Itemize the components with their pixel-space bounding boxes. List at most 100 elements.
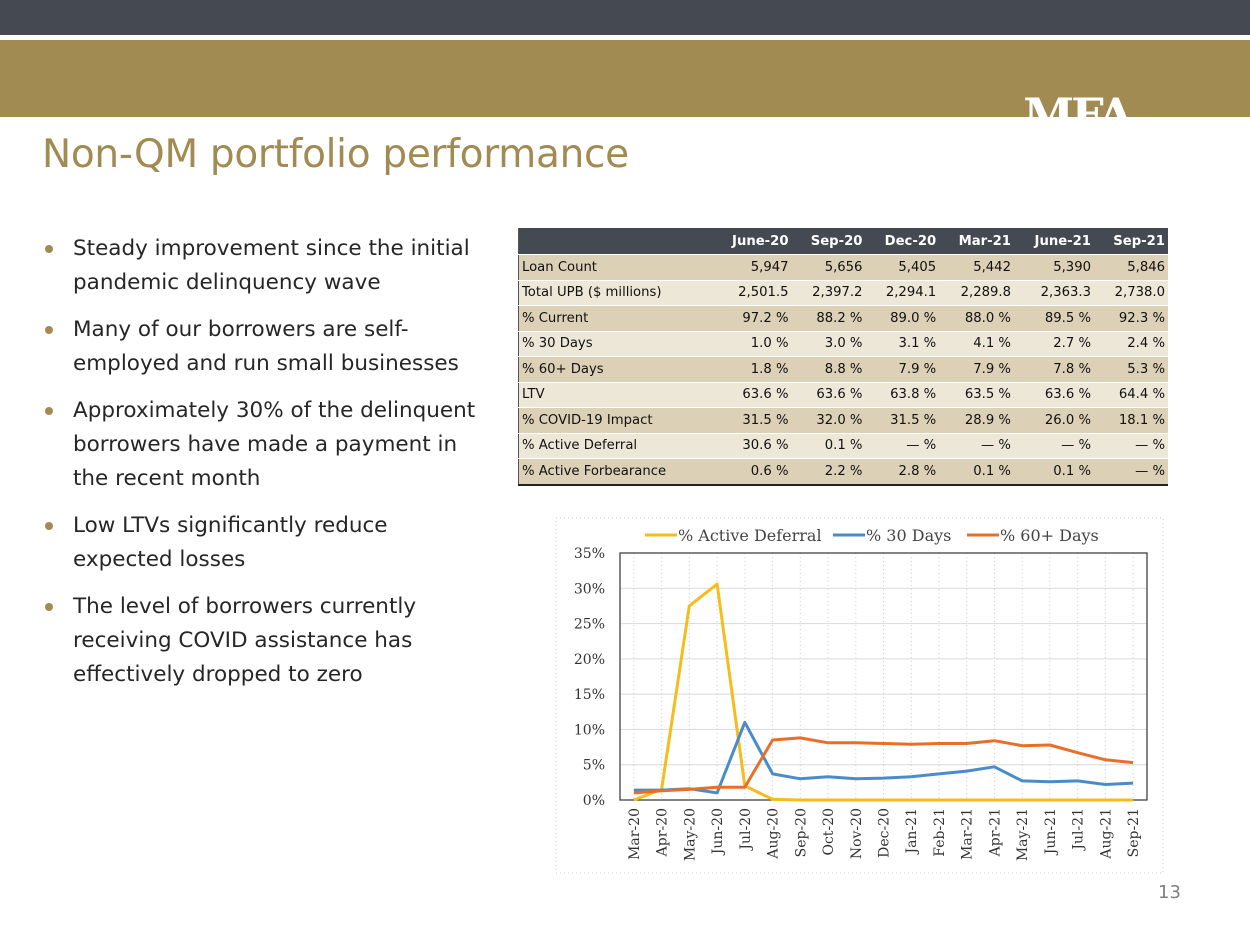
x-tick-label: Jul-20: [738, 808, 754, 852]
table-row: Total UPB ($ millions) 2,501.5 2,397.2 2,29…: [518, 279, 1168, 306]
bullet-item: Steady improvement since the initial pan…: [42, 232, 492, 300]
x-tick-label: Nov-20: [849, 808, 865, 859]
x-tick-label: Sep-20: [793, 808, 809, 857]
row-label: Total UPB ($ millions): [518, 279, 712, 306]
table-cell: 7.9 %: [865, 356, 940, 382]
row-label: % COVID-19 Impact: [518, 407, 712, 433]
row-label: Loan Count: [518, 254, 712, 280]
table-cell: 31.5 %: [865, 407, 940, 433]
series-line-0: [633, 582, 1134, 802]
bullet-item: The level of borrowers currently receivi…: [42, 590, 492, 692]
legend-label: % Active Deferral: [678, 526, 822, 545]
row-label: % Current: [518, 305, 712, 331]
x-tick-label: Aug-21: [1098, 808, 1114, 860]
table-cell: 92.3 %: [1093, 305, 1168, 331]
table-header-cell: Sep-20: [791, 228, 866, 255]
bullet-item: Low LTVs significantly reduce expected l…: [42, 509, 492, 577]
table-row: LTV 63.6 % 63.6 % 63.8 % 63.5 % 63.6 % 64.4 %: [518, 381, 1168, 408]
x-tick-label: Dec-20: [877, 808, 893, 858]
table-header-cell: [518, 228, 712, 255]
bullet-list: Steady improvement since the initial pan…: [42, 232, 492, 705]
performance-table: June-20 Sep-20 Dec-20 Mar-21 June-21 Sep…: [518, 228, 1168, 486]
table-row: % 30 Days 1.0 % 3.0 % 3.1 % 4.1 % 2.7 % 2.4 %: [518, 330, 1168, 357]
chart-frame: [555, 517, 1164, 874]
table-cell: 0.6 %: [711, 458, 792, 485]
x-tick-label: Apr-21: [987, 808, 1003, 857]
table-cell: 4.1 %: [939, 330, 1014, 357]
table-cell: 63.5 %: [939, 381, 1014, 408]
page-number: 13: [1158, 882, 1181, 903]
table-cell: 2,738.0: [1093, 279, 1168, 306]
table-cell: 1.8 %: [711, 356, 792, 382]
table-cell: 3.0 %: [791, 330, 866, 357]
table-cell: 5.3 %: [1093, 356, 1168, 382]
page-title: Non-QM portfolio performance: [42, 132, 629, 177]
table-row: % 60+ Days 1.8 % 8.8 % 7.9 % 7.9 % 7.8 % 5.3 %: [518, 356, 1168, 382]
table-cell: 1.0 %: [711, 330, 792, 357]
table-cell: — %: [865, 432, 940, 459]
table-cell: 8.8 %: [791, 356, 866, 382]
x-tick-label: Jul-21: [1071, 808, 1087, 852]
table-header-cell: June-20: [711, 228, 792, 255]
table-cell: — %: [939, 432, 1014, 459]
table-cell: 2,501.5: [711, 279, 792, 306]
table-cell: 97.2 %: [711, 305, 792, 331]
x-tick-label: May-20: [682, 808, 698, 861]
top-dark-bar: [0, 0, 1250, 35]
table-cell: 5,390: [1013, 254, 1094, 280]
series-line-2: [633, 736, 1134, 795]
bullet-icon: [45, 603, 53, 611]
table-cell: 7.9 %: [939, 356, 1014, 382]
table-cell: 89.5 %: [1013, 305, 1094, 331]
table-row: % Current 97.2 % 88.2 % 89.0 % 88.0 % 89.5 % 9…: [518, 305, 1168, 331]
table-cell: 32.0 %: [791, 407, 866, 433]
table-cell: 2.2 %: [791, 458, 866, 485]
table-cell: 5,442: [939, 254, 1014, 280]
row-label: % Active Forbearance: [518, 458, 712, 485]
table-cell: — %: [1093, 458, 1168, 485]
table-cell: 88.2 %: [791, 305, 866, 331]
table-cell: 2.4 %: [1093, 330, 1168, 357]
table-cell: 64.4 %: [1093, 381, 1168, 408]
table-cell: 5,656: [791, 254, 866, 280]
row-label: % Active Deferral: [518, 432, 712, 459]
x-tick-label: Sep-21: [1126, 808, 1142, 857]
bullet-icon: [45, 522, 53, 530]
table-cell: 5,947: [711, 254, 792, 280]
y-tick-label: 20%: [574, 652, 605, 668]
table-header-cell: Sep-21: [1093, 228, 1168, 255]
table-cell: 63.6 %: [711, 381, 792, 408]
legend-label: % 30 Days: [866, 526, 951, 545]
bullet-item: Many of our borrowers are self-employed …: [42, 313, 492, 381]
table-cell: 2,289.8: [939, 279, 1014, 306]
y-tick-label: 10%: [574, 722, 605, 738]
y-tick-label: 35%: [574, 546, 605, 562]
bullet-icon: [45, 407, 53, 415]
table-header-cell: Dec-20: [865, 228, 940, 255]
table-row: Loan Count 5,947 5,656 5,405 5,442 5,390 5,846: [518, 254, 1168, 280]
header-band: MFA FINANCIAL, INC.: [0, 40, 1250, 145]
legend-label: % 60+ Days: [1000, 526, 1099, 545]
table-cell: 89.0 %: [865, 305, 940, 331]
y-tick-label: 0%: [583, 793, 605, 809]
row-label: LTV: [518, 381, 712, 408]
table-cell: 0.1 %: [939, 458, 1014, 485]
x-tick-label: Aug-20: [766, 808, 782, 860]
table-cell: 2,397.2: [791, 279, 866, 306]
table-row: % Active Deferral 30.6 % 0.1 % — % — % — % — %: [518, 432, 1168, 459]
table-cell: 31.5 %: [711, 407, 792, 433]
series-line-1: [633, 720, 1134, 795]
table-header-cell: June-21: [1013, 228, 1094, 255]
table-cell: — %: [1013, 432, 1094, 459]
table-cell: 2.7 %: [1013, 330, 1094, 357]
x-tick-label: Mar-20: [627, 808, 643, 860]
x-tick-label: Mar-21: [960, 808, 976, 860]
table-cell: 2,294.1: [865, 279, 940, 306]
table-cell: 88.0 %: [939, 305, 1014, 331]
y-tick-label: 5%: [583, 758, 605, 774]
table-cell: 63.6 %: [791, 381, 866, 408]
table-cell: 18.1 %: [1093, 407, 1168, 433]
row-label: % 30 Days: [518, 330, 712, 357]
x-tick-label: Jan-21: [904, 808, 920, 856]
table-cell: 26.0 %: [1013, 407, 1094, 433]
